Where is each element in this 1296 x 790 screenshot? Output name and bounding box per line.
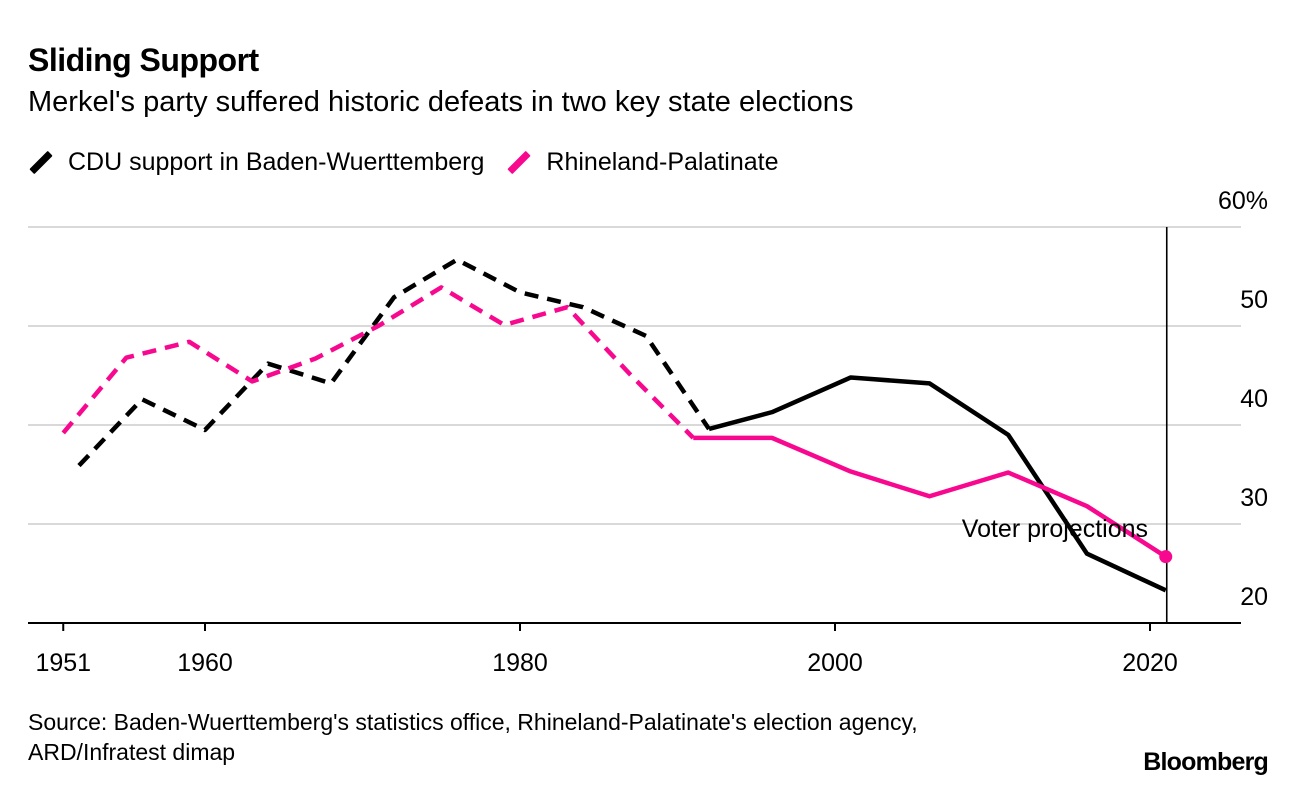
projection-dot [1159, 550, 1173, 564]
bloomberg-logo: Bloomberg [1143, 748, 1269, 776]
chart-title: Sliding Support [28, 42, 259, 78]
x-tick-label: 1980 [492, 649, 548, 677]
source-note: Source: Baden-Wuerttemberg's statistics … [28, 709, 918, 765]
series-line-dashed-1 [61, 285, 695, 440]
x-tick-label: 1960 [177, 649, 233, 677]
y-tick-label: 30 [1240, 484, 1268, 512]
y-tick-label: 50 [1240, 286, 1268, 314]
legend-item-bw: CDU support in Baden-Wuerttemberg [28, 148, 484, 177]
y-tick-label: 40 [1240, 385, 1268, 413]
legend-label-rp: Rhineland-Palatinate [546, 148, 779, 176]
x-tick-label: 2000 [807, 649, 863, 677]
legend-item-rp: Rhineland-Palatinate [506, 148, 779, 177]
y-tick-label: 20 [1240, 583, 1268, 611]
x-tick-label: 2020 [1122, 649, 1178, 677]
legend-label-bw: CDU support in Baden-Wuerttemberg [68, 148, 485, 176]
chart-subtitle: Merkel's party suffered historic defeats… [28, 86, 854, 118]
annotation-voter-projections: Voter projections [962, 515, 1148, 543]
y-tick-label: 60% [1218, 187, 1268, 215]
x-tick-label: 1951 [35, 649, 91, 677]
series-line-solid-0 [708, 375, 1167, 593]
series-line-dashed-0 [77, 257, 711, 468]
legend: CDU support in Baden-Wuerttemberg Rhinel… [28, 148, 801, 177]
